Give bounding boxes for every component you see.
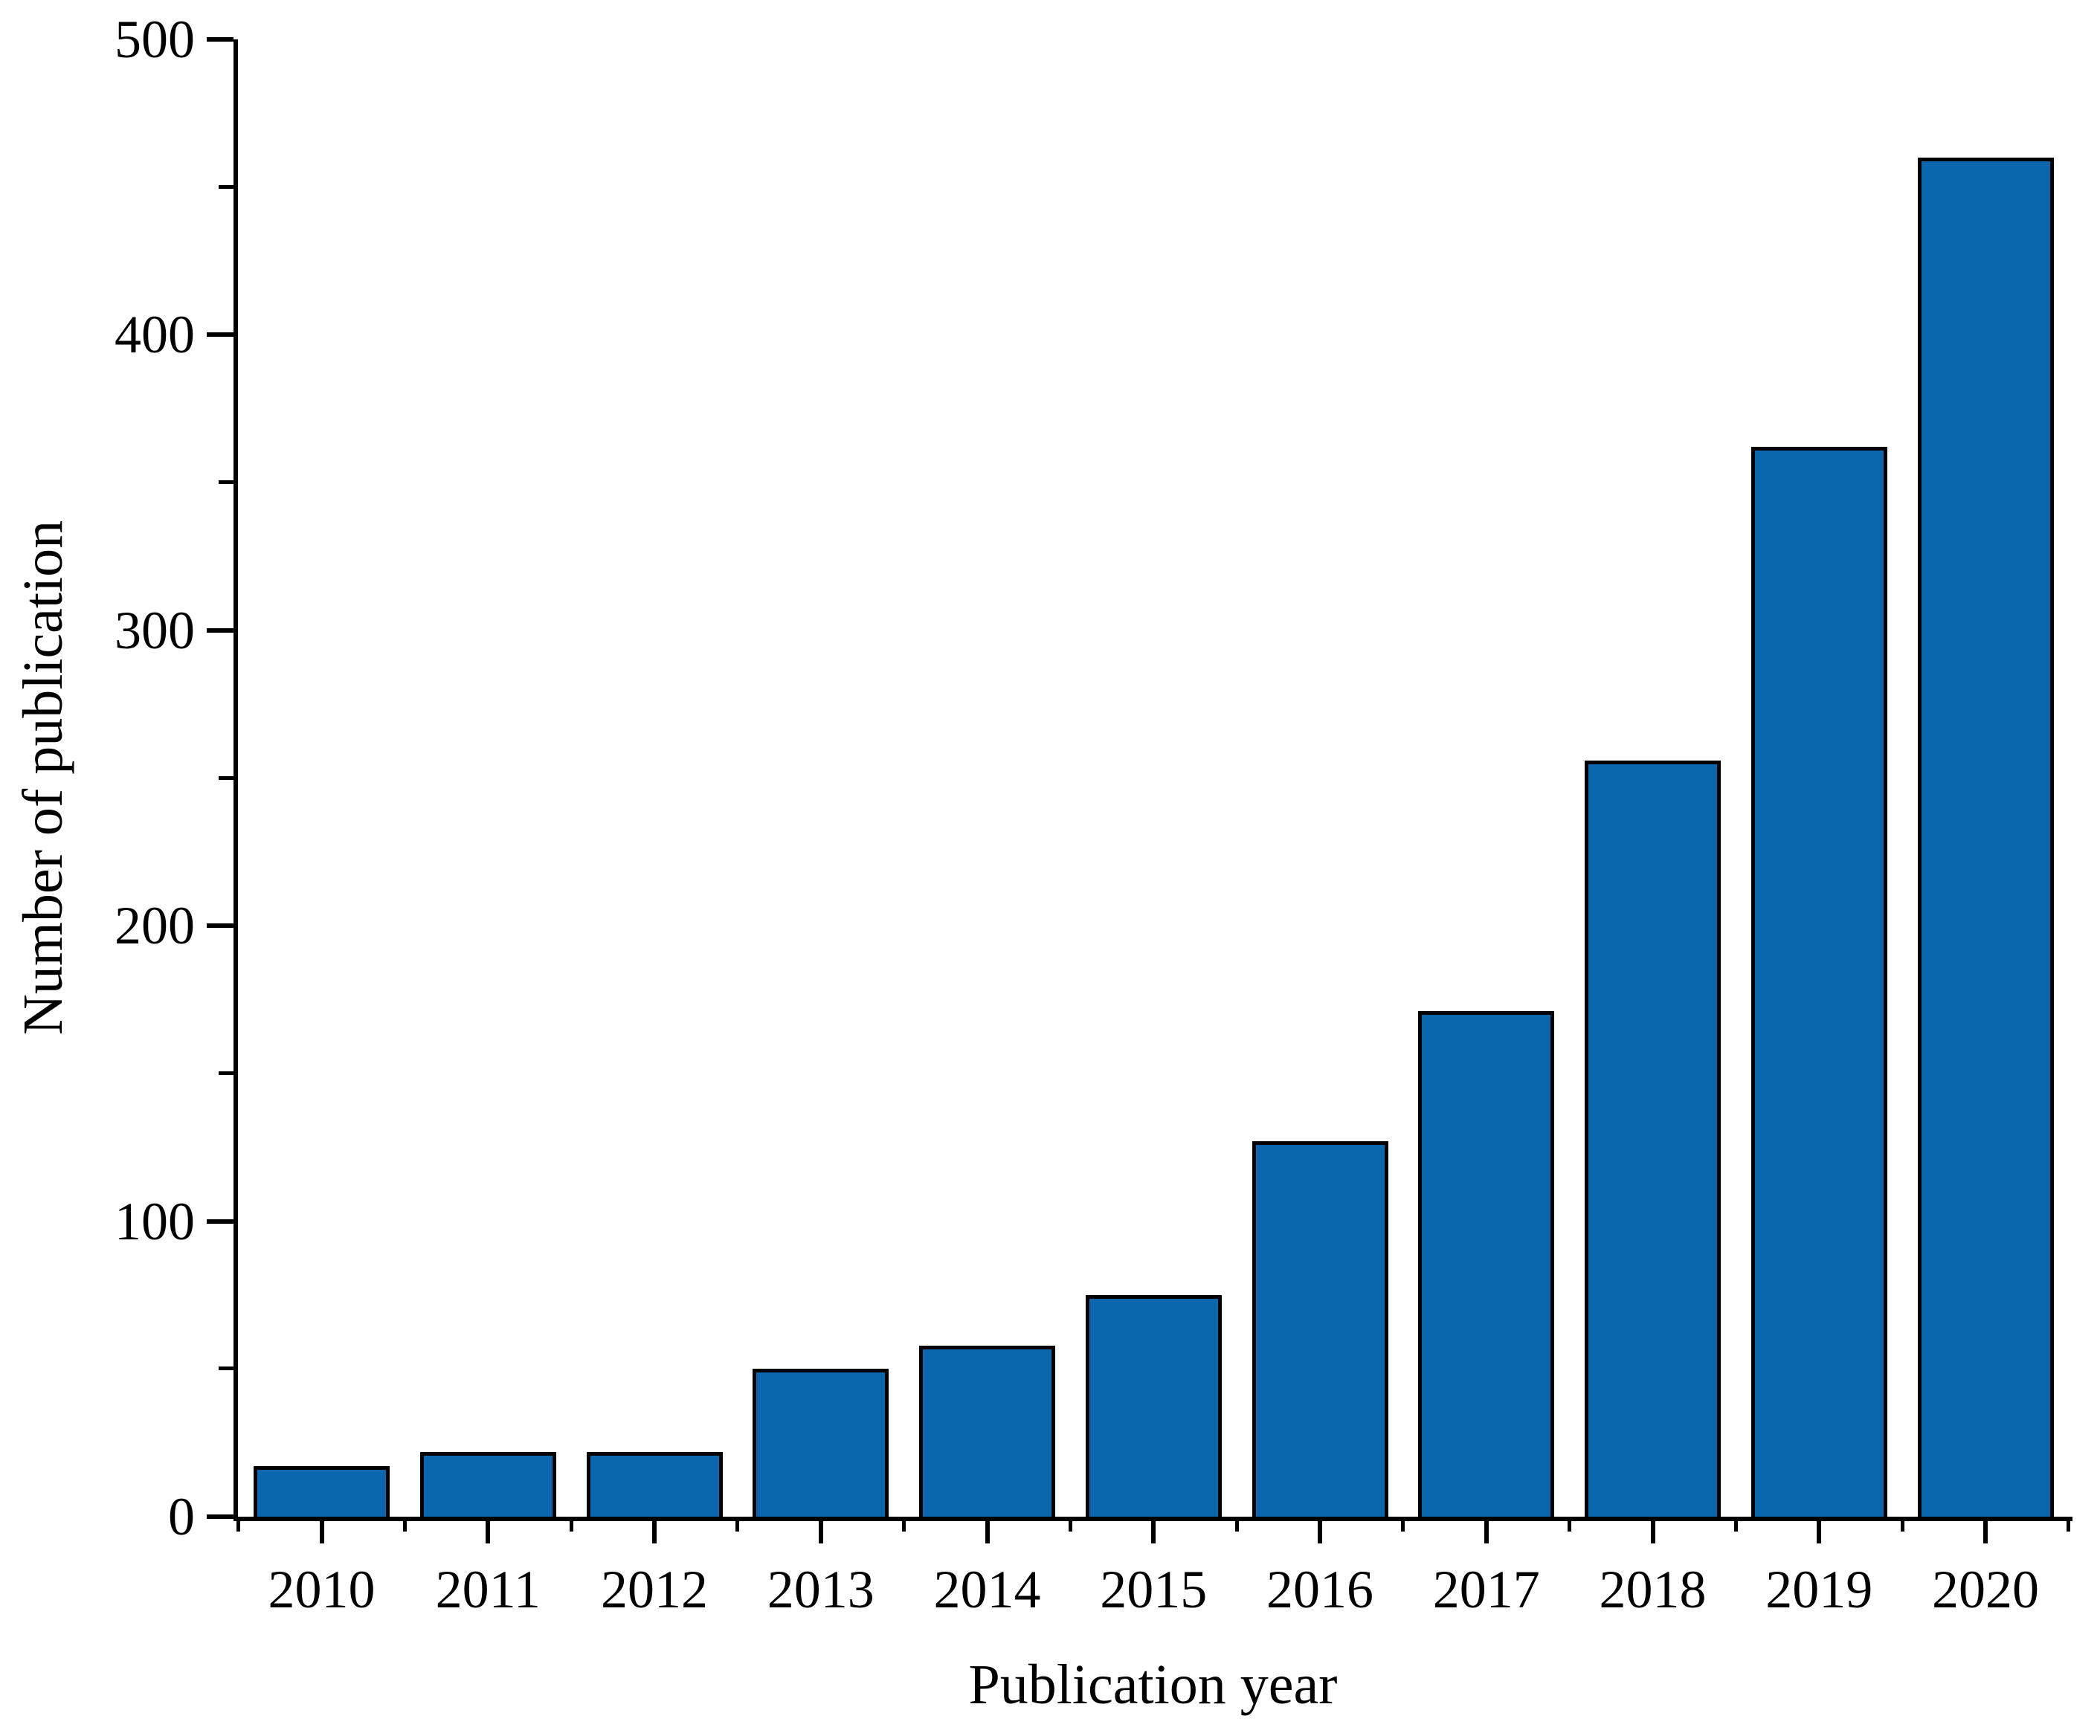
x-major-tick-2017 [1484,1517,1489,1543]
x-minor-tick-7 [1401,1517,1405,1532]
y-tick-label-0: 0 [168,1487,195,1546]
x-tick-label-2017: 2017 [1432,1560,1540,1619]
bar-2018 [1585,761,1721,1517]
y-tick-label-200: 200 [115,896,195,956]
x-major-tick-2018 [1650,1517,1655,1543]
bar-2011 [419,1452,556,1517]
x-major-tick-2015 [1151,1517,1156,1543]
x-tick-label-2014: 2014 [933,1560,1041,1619]
x-minor-tick-6 [1234,1517,1239,1532]
y-major-tick-300 [207,627,233,633]
bar-2017 [1418,1011,1555,1517]
y-tick-label-100: 100 [115,1191,195,1251]
x-major-tick-2016 [1318,1517,1322,1543]
plot-area: 0 100 200 300 400 500 2010 2011 2012 2013 2014 2015… [115,13,2072,1616]
y-major-tick-200 [207,923,233,929]
x-minor-tick-10 [1900,1517,1904,1532]
x-tick-label-2011: 2011 [435,1560,541,1619]
y-tick-label-500: 500 [115,10,195,69]
x-major-tick-2010 [319,1517,324,1543]
bar-2016 [1252,1141,1388,1517]
x-tick-label-2018: 2018 [1599,1560,1707,1619]
y-tick-label-300: 300 [115,600,195,660]
y-minor-tick-450 [219,184,233,189]
bar-2014 [919,1346,1055,1517]
x-minor-tick-1 [402,1517,407,1532]
x-minor-tick-11 [2067,1517,2071,1532]
y-minor-tick-150 [219,1071,233,1075]
y-major-tick-100 [207,1219,233,1224]
x-minor-tick-8 [1568,1517,1572,1532]
bar-2012 [586,1452,723,1517]
x-tick-label-2013: 2013 [767,1560,875,1619]
x-tick-label-2012: 2012 [601,1560,708,1619]
y-major-tick-0 [207,1514,233,1519]
x-tick-label-2020: 2020 [1932,1560,2039,1619]
y-major-tick-400 [207,332,233,338]
x-tick-label-2010: 2010 [268,1560,376,1619]
x-major-tick-2011 [486,1517,491,1543]
y-minor-tick-50 [219,1366,233,1371]
y-major-tick-500 [207,37,233,42]
x-minor-tick-9 [1733,1517,1738,1532]
x-minor-tick-3 [735,1517,740,1532]
x-minor-tick-4 [902,1517,906,1532]
x-major-tick-2020 [1983,1517,1988,1543]
y-minor-tick-250 [219,775,233,780]
bar-2013 [753,1369,889,1517]
x-major-tick-2012 [652,1517,657,1543]
bar-2019 [1750,447,1887,1517]
x-tick-label-2016: 2016 [1266,1560,1373,1619]
x-minor-tick-2 [569,1517,573,1532]
x-major-tick-2014 [985,1517,990,1543]
y-tick-label-400: 400 [115,305,195,365]
x-major-tick-2013 [818,1517,823,1543]
bar-2020 [1917,158,2054,1517]
x-major-tick-2019 [1817,1517,1822,1543]
x-tick-label-2019: 2019 [1765,1560,1873,1619]
bar-2010 [254,1466,390,1517]
bar-2015 [1085,1295,1222,1517]
x-minor-tick-0 [236,1517,241,1532]
x-minor-tick-5 [1068,1517,1072,1532]
x-tick-label-2015: 2015 [1100,1560,1208,1619]
y-minor-tick-350 [219,480,233,485]
x-axis-title: Publication year [968,1653,1338,1716]
y-axis-title: Number of publication [12,520,74,1036]
